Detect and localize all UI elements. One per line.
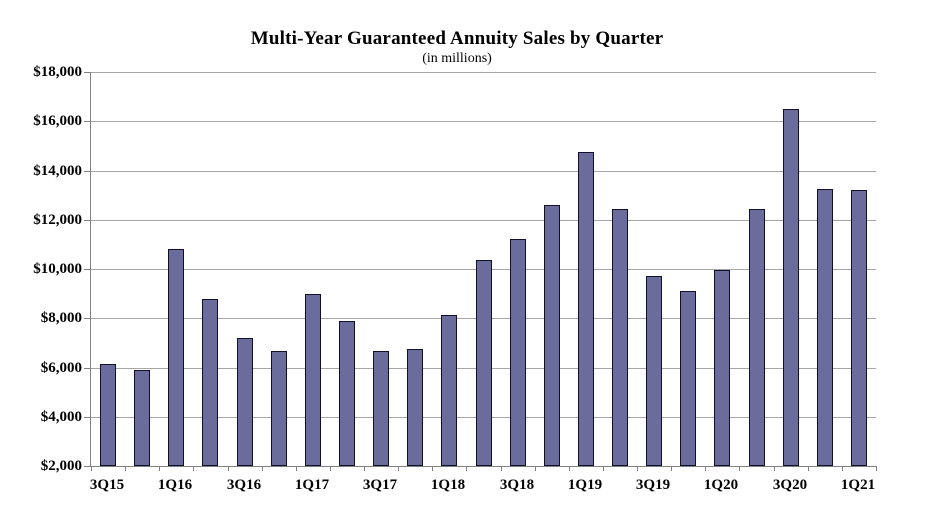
x-axis-label: 1Q18 (430, 477, 466, 493)
y-axis-tick (84, 466, 90, 467)
y-axis-tick (84, 171, 90, 172)
bar-1Q21 (851, 190, 867, 466)
bar-4Q15 (134, 370, 150, 466)
x-axis-label: 3Q17 (362, 477, 398, 493)
y-axis-label: $8,000 (40, 310, 82, 326)
x-axis-label: 3Q18 (499, 477, 535, 493)
bar-3Q18 (510, 239, 526, 466)
x-axis-tick (569, 466, 570, 471)
x-axis-tick (330, 466, 331, 471)
bar-2Q18 (476, 260, 492, 466)
y-axis-label: $4,000 (40, 409, 82, 425)
y-axis-label: $12,000 (33, 212, 82, 228)
x-axis-tick (705, 466, 706, 471)
x-axis-tick (808, 466, 809, 471)
bar-1Q16 (168, 249, 184, 466)
x-axis-tick (228, 466, 229, 471)
x-axis-label: 3Q19 (635, 477, 671, 493)
gridline (91, 171, 876, 172)
bar-2Q16 (202, 299, 218, 466)
y-axis-label: $16,000 (33, 113, 82, 129)
bar-1Q17 (305, 294, 321, 466)
bar-4Q18 (544, 205, 560, 466)
bar-2Q17 (339, 321, 355, 466)
x-axis-tick (91, 466, 92, 471)
x-axis-label: 1Q21 (840, 477, 876, 493)
x-axis-tick (739, 466, 740, 471)
x-axis-tick (671, 466, 672, 471)
plot-area (84, 72, 877, 471)
x-axis-tick (774, 466, 775, 471)
y-axis-tick (84, 318, 90, 319)
bar-2Q19 (612, 209, 628, 466)
x-axis-tick (637, 466, 638, 471)
y-axis-label: $10,000 (33, 261, 82, 277)
bar-3Q19 (646, 276, 662, 466)
bar-4Q19 (680, 291, 696, 466)
bar-4Q16 (271, 351, 287, 466)
x-axis-label: 1Q16 (157, 477, 193, 493)
x-axis-tick (364, 466, 365, 471)
bar-4Q20 (817, 189, 833, 466)
x-axis-tick (535, 466, 536, 471)
x-axis-tick (193, 466, 194, 471)
bar-1Q20 (714, 270, 730, 466)
bar-1Q19 (578, 152, 594, 466)
x-axis-tick (466, 466, 467, 471)
x-axis-tick (876, 466, 877, 471)
y-axis-tick (84, 121, 90, 122)
y-axis-tick (84, 72, 90, 73)
x-axis-label: 1Q17 (294, 477, 330, 493)
x-axis-tick (501, 466, 502, 471)
x-axis-label: 3Q15 (89, 477, 125, 493)
y-axis-label: $2,000 (40, 458, 82, 474)
x-axis-label: 3Q16 (226, 477, 262, 493)
y-axis-tick (84, 220, 90, 221)
bar-3Q20 (783, 109, 799, 466)
bar-4Q17 (407, 349, 423, 466)
y-axis-tick (84, 269, 90, 270)
chart-title: Multi-Year Guaranteed Annuity Sales by Q… (250, 28, 664, 49)
x-axis-label: 3Q20 (772, 477, 808, 493)
x-axis-tick (296, 466, 297, 471)
x-axis-tick (125, 466, 126, 471)
x-axis-label: 1Q19 (567, 477, 603, 493)
gridline (91, 121, 876, 122)
x-axis-tick (842, 466, 843, 471)
y-axis-label: $14,000 (33, 163, 82, 179)
y-axis-tick (84, 368, 90, 369)
bar-3Q17 (373, 351, 389, 466)
x-axis-tick (432, 466, 433, 471)
x-axis-tick (603, 466, 604, 471)
gridline (91, 220, 876, 221)
bar-3Q15 (100, 364, 116, 466)
y-axis-label: $18,000 (33, 64, 82, 80)
x-axis-label: 1Q20 (703, 477, 739, 493)
bar-3Q16 (237, 338, 253, 466)
y-axis-tick (84, 417, 90, 418)
x-axis-tick (159, 466, 160, 471)
bar-1Q18 (441, 315, 457, 466)
bar-2Q20 (749, 209, 765, 466)
chart-subtitle: (in millions) (422, 51, 492, 66)
x-axis-tick (262, 466, 263, 471)
x-axis-tick (398, 466, 399, 471)
gridline (91, 72, 876, 73)
y-axis-label: $6,000 (40, 360, 82, 376)
